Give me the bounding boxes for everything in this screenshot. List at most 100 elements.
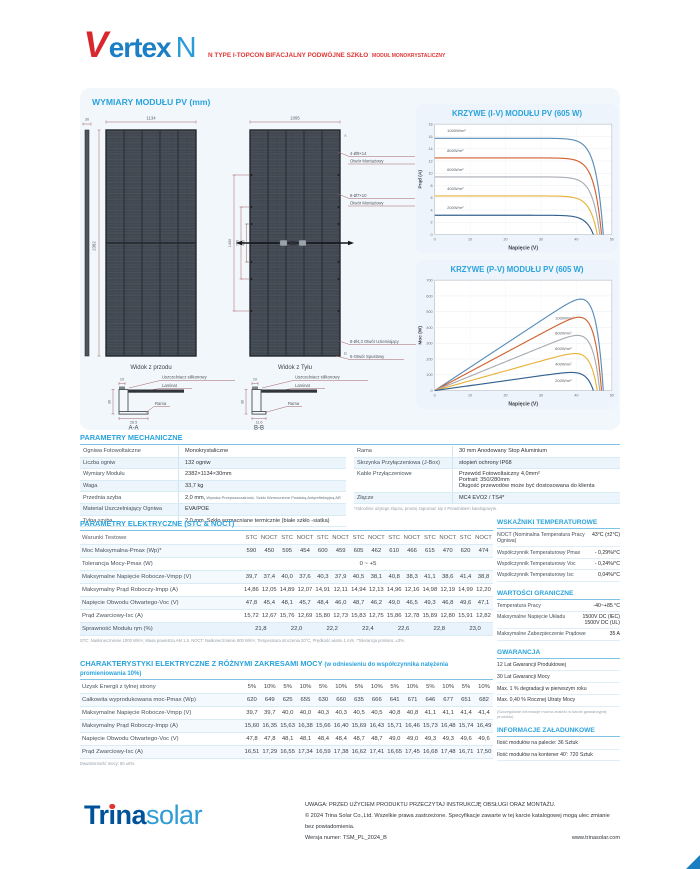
value-cell: 15,63 [278,719,297,733]
curve-600W/m² [434,176,601,235]
spec-label: Waga [83,483,98,490]
spec-label: Współczynnik Temperaturowy Pmax [497,549,581,556]
value-cell: 41,1 [421,570,439,584]
list-item: Ilość modułów na palecie: 36 Sztuk [497,738,620,750]
pv-chart-title: KRZYWE (P-V) MODUŁU PV (605 W) [450,265,584,274]
dimensions-and-curves-panel: WYMIARY MODUŁU PV (mm) 30 1134 2382 [80,88,620,430]
svg-text:100: 100 [426,373,432,377]
value-cell: 49,0 [385,596,403,610]
value-cell: 5% [278,681,297,694]
row-label: Całkowita wyprodukowana moc-Pmax (Wp) [80,693,243,707]
value-cell: 49,6 [457,596,474,610]
electrical-table: Warunki Testowe STC NOCT STC NOCT STC NOCT STC N… [80,532,493,636]
value-cell: 12,82 [473,609,493,623]
spec-row: Maksymalne Zabezpieczenie Prądowe 35 A [497,629,620,641]
value-cell: 15,76 [278,609,296,623]
hole-labels: 4-Ø9×14 Otwór Montażowy 8-Ø7×10 Otwór Mo… [335,151,416,360]
value-cell: 15,60 [243,719,261,733]
value-cell: 41,4 [474,706,493,720]
value-cell: 40,5 [367,706,386,720]
value-cell: 16,55 [278,745,297,759]
svg-text:600: 600 [426,294,432,298]
value-cell: 16,51 [243,745,261,759]
value-cell: 41,1 [421,706,440,720]
row-label: Warunki Testowe [80,532,243,545]
rear-view-drawing: 1095 1400 760 400 [228,116,416,371]
list-item: Ilość modułów na kontener 40': 720 Sztuk [497,750,620,762]
value-cell: NOCT [473,532,493,545]
value-cell: 40,8 [385,706,404,720]
value-cell: 40,0 [296,706,315,720]
stc-footnote: STC: Nasłonecznienie 1000 W/m², Masa pow… [80,638,406,643]
spec-row: Skrzynka Przyłączeniowa (J-Box) stopień o… [354,457,620,470]
value-cell: 474 [473,544,493,558]
caption-bb: B-B [254,426,264,431]
bifaciality-footnote: Dwustronność mocy: 80 ±5%. [80,761,136,766]
curve-800W/m² [434,316,603,392]
value-cell: 49,0 [385,732,404,746]
brand-vertex: ertex [108,32,172,63]
svg-text:14: 14 [428,147,432,151]
value-cell: 5% [421,681,440,694]
spec-row: Tylna szyba 2,0 mm, Szkło wzmacniane term… [80,515,346,528]
value-cell: 46,5 [402,596,422,610]
value-cell: 17,50 [474,745,493,759]
value-cell: 620 [243,693,261,707]
list-item: 30 Lat Gwarancji Mocy [497,671,620,684]
series-label: 1000W/m² [447,128,466,133]
electrical-parameters-section: PARAMETRY ELEKTRYCZNE (STC & NOCT) Warun… [80,519,493,643]
svg-text:200: 200 [426,357,432,361]
series-label: 400W/m² [447,186,464,191]
value-cell: 630 [314,693,333,707]
curve-1000W/m² [434,137,604,235]
value-cell: 48,4 [314,596,332,610]
value-cell: 12,69 [295,609,315,623]
value-cell: 10% [332,681,351,694]
value-cell: STC [457,532,474,545]
warranty-title: GWARANCJA [497,649,620,659]
series-label: 200W/m² [555,378,572,383]
curve-400W/m² [434,352,598,392]
spec-label: Maksymalne Napięcie Układu [497,614,566,621]
footer-website-link[interactable]: www.trinasolar.com [571,834,620,841]
maximum-ratings-rows: Temperatura Pracy -40~+85 °C Maksymalne Na… [497,601,620,641]
svg-text:500: 500 [426,310,432,314]
value-cell: 14,96 [385,583,403,597]
dim-bb-top: 10 [253,378,257,382]
value-cell: 49,6 [457,732,475,746]
value-cell: NOCT [366,532,386,545]
value-cell: 48,1 [278,732,297,746]
table-header-row: Warunki Testowe STC NOCT STC NOCT STC NOCT STC N… [80,532,493,545]
value-cell: 605 [350,544,367,558]
value-cell: 12,78 [402,609,422,623]
value-cell: 38,1 [366,570,386,584]
value-cell: 49,3 [421,596,439,610]
packaging-lines: Ilość modułów na palecie: 36 Sztuk Ilość … [497,738,620,762]
value-cell: NOCT [295,532,315,545]
table-row: Maksymalny Prąd Roboczy-Impp (A) 15,60 16,… [80,719,493,733]
connector-footnote: *Odnośnie użytego złącza, proszę zapozna… [354,506,498,512]
value-cell: 14,91 [314,583,332,597]
trinasolar-logo: Trinasolar [84,800,203,831]
value-cell: STC [350,532,367,545]
spec-label: Przednia szyba [83,494,122,501]
row-label: Maksymalny Prąd Roboczy-Impp (A) [80,583,243,597]
row-label: Prąd Zwarciowy-Isc (A) [80,745,243,759]
svg-text:400: 400 [426,326,432,330]
dim-aa-bottom: 28.5 [130,421,137,425]
value-cell: NOCT [259,532,279,545]
series-label: 1000W/m² [555,316,574,321]
value-cell: 49,0 [403,732,422,746]
curve-600W/m² [434,334,601,392]
table-row: Maksymalne Napięcie Robocze-Vmpp (V) 39,7… [80,706,493,720]
value-cell: 45,7 [295,596,315,610]
spec-label: Rama [357,448,372,455]
right-sidebar: WSKAŹNIKI TEMPERATUROWE NOCT (Nominalna … [497,519,620,769]
spec-row: Liczba ogniw 132 ogniw [80,457,346,470]
value-cell: 16,62 [350,745,368,759]
value-cell: 48,7 [367,732,386,746]
value-cell: 41,4 [457,706,475,720]
spec-value: 43°C (±2°C) [591,532,620,539]
value-cell: 15,86 [385,609,403,623]
svg-text:2: 2 [431,221,433,225]
